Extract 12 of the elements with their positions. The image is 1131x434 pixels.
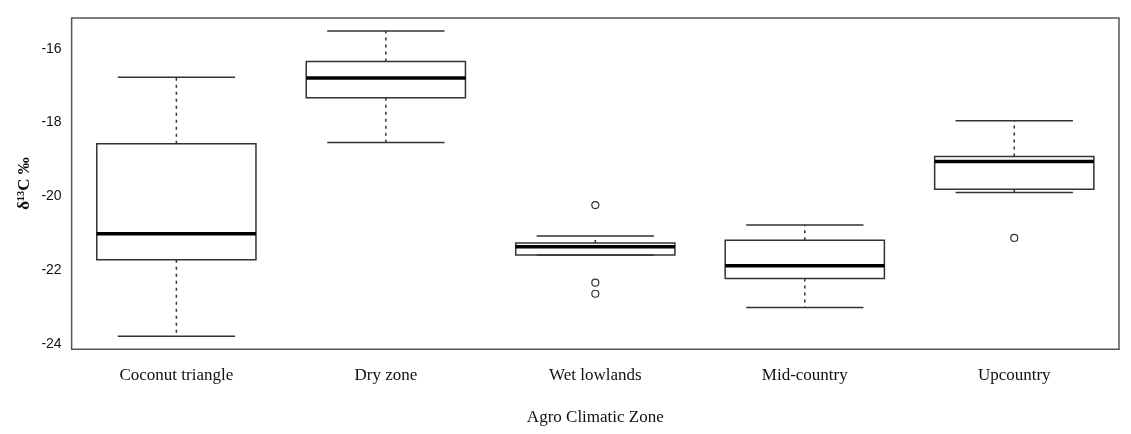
y-tick-label: -22 (41, 261, 62, 278)
x-tick-label: Coconut triangle (119, 364, 234, 384)
x-tick-label: Dry zone (354, 364, 418, 384)
x-tick-label: Upcountry (977, 364, 1052, 384)
y-tick-label: -18 (41, 113, 62, 130)
y-axis-title: δ¹³C ‰ (13, 157, 33, 210)
x-tick-label: Mid-country (761, 364, 849, 384)
y-tick-label: -24 (41, 335, 62, 352)
x-axis-title: Agro Climatic Zone (526, 407, 664, 427)
x-tick-label: Wet lowlands (549, 364, 642, 384)
y-tick-label: -20 (41, 187, 62, 204)
y-tick-label: -16 (41, 39, 62, 56)
